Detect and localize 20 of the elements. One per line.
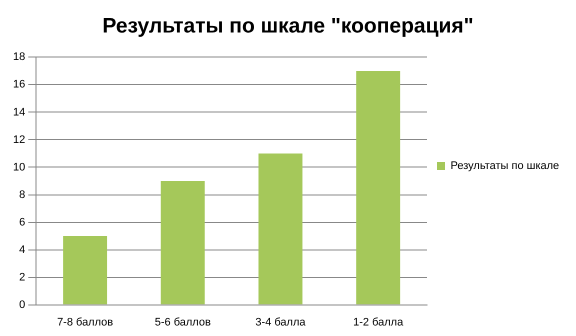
bar <box>356 70 400 304</box>
chart-title: Результаты по шкале "кооперация" <box>102 14 474 38</box>
bar <box>258 153 302 304</box>
x-tick-label: 7-8 баллов <box>57 316 114 328</box>
y-tick-label: 18 <box>12 51 26 64</box>
y-tick-label: 16 <box>12 78 26 91</box>
y-tick-label: 0 <box>19 298 26 311</box>
y-tick-label: 12 <box>12 134 26 146</box>
y-tick-label: 10 <box>12 161 26 174</box>
y-tick-label: 2 <box>19 271 26 284</box>
bar <box>63 236 108 304</box>
x-tick-label: 1-2 балла <box>353 316 404 328</box>
y-tick-label: 4 <box>19 244 26 256</box>
y-tick-label: 14 <box>12 106 26 118</box>
y-tick-label: 6 <box>19 216 26 228</box>
x-tick-label: 5-6 баллов <box>154 316 211 328</box>
bar <box>160 181 205 304</box>
x-tick-label: 3-4 балла <box>255 316 306 328</box>
legend-label: Результаты по шкале <box>450 160 560 172</box>
y-tick-label: 8 <box>19 188 26 201</box>
